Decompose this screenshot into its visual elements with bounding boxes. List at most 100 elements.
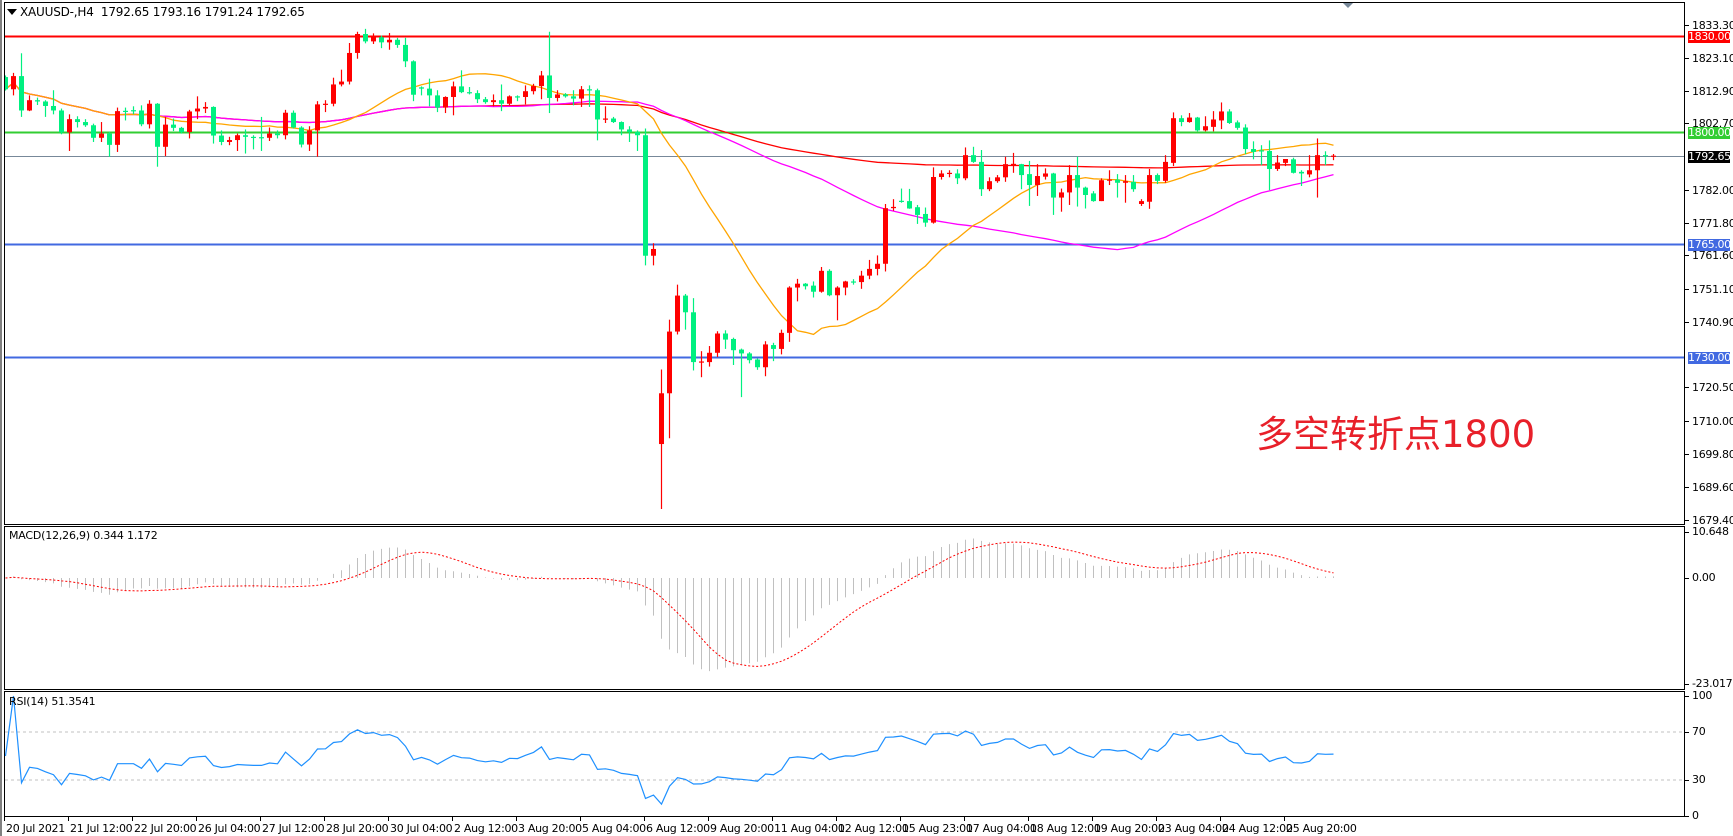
macd-plot: [5, 538, 1334, 672]
candle-body: [515, 96, 520, 98]
chart-shift-marker-icon[interactable]: [1343, 3, 1353, 8]
candle-body: [1227, 111, 1232, 124]
candle-body: [1139, 201, 1144, 204]
ohlc-readout: 1792.65 1793.16 1791.24 1792.65: [100, 5, 305, 19]
candle-bear: [459, 70, 464, 94]
candle-body: [451, 86, 456, 97]
candle-bear: [683, 293, 688, 330]
candle-bull: [187, 109, 192, 139]
candle-body: [779, 332, 784, 349]
candle-body: [419, 87, 424, 89]
candle-bear: [747, 352, 752, 364]
price-axis-label: 1751.10: [1692, 282, 1733, 296]
candle-body: [323, 103, 328, 105]
candle-bull: [371, 33, 376, 44]
candle-bull: [1307, 155, 1312, 178]
candle-bull: [163, 116, 168, 157]
candle-body: [931, 176, 936, 223]
candle-bull: [1219, 102, 1224, 130]
candle-bear: [1235, 120, 1240, 130]
macd-title: MACD(12,26,9) 0.344 1.172: [9, 529, 158, 542]
ma-fast-line: [5, 73, 1334, 336]
candle-bear: [83, 119, 88, 127]
candle-bear: [275, 130, 280, 139]
price-axis-label: 1761.60: [1692, 248, 1733, 262]
symbol-dropdown-icon[interactable]: [7, 9, 17, 15]
candle-body: [987, 181, 992, 190]
candle-bull: [1003, 156, 1008, 182]
candle-bear: [475, 90, 480, 104]
candle-body: [539, 75, 544, 87]
candle-bear: [51, 90, 56, 115]
candle-bear: [483, 96, 488, 104]
candle-bear: [499, 84, 504, 112]
candle-body: [235, 135, 240, 141]
candle-body: [1323, 155, 1328, 157]
candle-body: [915, 207, 920, 215]
candle-body: [803, 283, 808, 287]
candle-body: [1035, 176, 1040, 186]
window-edge: [0, 0, 2, 836]
candle-body: [1107, 179, 1112, 181]
candle-bear: [435, 90, 440, 113]
candle-body: [163, 124, 168, 147]
candle-body: [59, 110, 64, 133]
candle-bear: [1051, 172, 1056, 215]
candle-body: [811, 285, 816, 292]
price-axis-label: 1740.90: [1692, 315, 1733, 329]
candle-bull: [531, 83, 536, 95]
candle-bull: [539, 70, 544, 100]
candle-bull: [763, 341, 768, 377]
candle-body: [115, 111, 120, 145]
candle-bull: [795, 278, 800, 302]
candle-body: [1299, 171, 1304, 174]
candle-body: [1067, 175, 1072, 193]
candle-body: [307, 130, 312, 145]
rsi-axis-label: 100: [1692, 689, 1713, 702]
rsi-plot: [4, 695, 1684, 806]
candle-body: [51, 105, 56, 111]
price-axis-label: 1823.10: [1692, 51, 1733, 65]
candle-bull: [1331, 153, 1336, 161]
candle-body: [275, 133, 280, 136]
candle-bear: [1299, 170, 1304, 186]
candle-body: [739, 349, 744, 354]
candle-bull: [659, 369, 664, 509]
candle-body: [939, 173, 944, 177]
candle-body: [1251, 149, 1256, 152]
candle-bull: [1139, 199, 1144, 206]
candle-bear: [171, 118, 176, 132]
candle-body: [963, 155, 968, 179]
candle-body: [899, 200, 904, 202]
candle-body: [155, 103, 160, 147]
candle-bear: [1083, 186, 1088, 209]
candle-body: [99, 133, 104, 138]
candles: [5, 28, 1336, 509]
price-axis-label: 1833.30: [1692, 18, 1733, 32]
candle-bull: [1187, 113, 1192, 123]
candle-bear: [395, 37, 400, 48]
candle-bear: [1251, 141, 1256, 160]
candle-body: [355, 33, 360, 53]
candle-body: [251, 136, 256, 139]
candle-body: [595, 90, 600, 120]
candle-bear: [515, 95, 520, 102]
candle-body: [467, 92, 472, 94]
candle-bull: [283, 109, 288, 140]
candle-bull: [491, 94, 496, 107]
candle-bull: [1107, 170, 1112, 186]
candle-bull: [675, 284, 680, 335]
candle-body: [635, 132, 640, 136]
candle-bull: [1123, 175, 1128, 203]
candle-body: [715, 333, 720, 353]
candle-bear: [1075, 156, 1080, 207]
time-axis-label: 24 Aug 12:00: [1222, 822, 1293, 835]
candle-bull: [699, 351, 704, 378]
candle-bull: [235, 133, 240, 151]
candle-body: [411, 61, 416, 95]
candle-bear: [907, 188, 912, 209]
candle-bull: [203, 102, 208, 114]
candle-bear: [403, 37, 408, 68]
candle-bull: [1043, 168, 1048, 180]
